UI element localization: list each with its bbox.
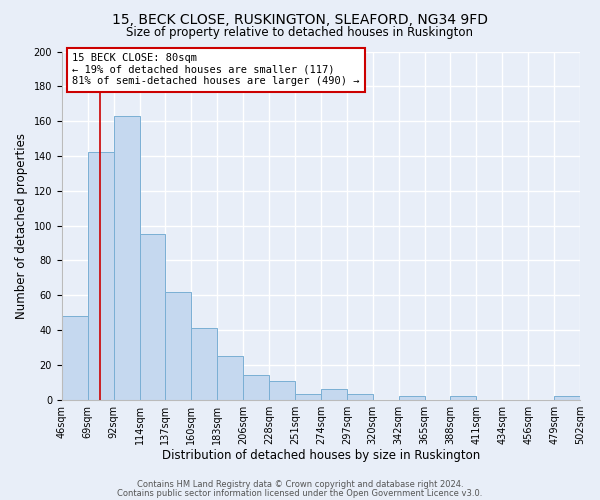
- Text: 15 BECK CLOSE: 80sqm
← 19% of detached houses are smaller (117)
81% of semi-deta: 15 BECK CLOSE: 80sqm ← 19% of detached h…: [72, 53, 359, 86]
- Bar: [321, 390, 347, 400]
- Text: Contains public sector information licensed under the Open Government Licence v3: Contains public sector information licen…: [118, 488, 482, 498]
- Bar: [269, 380, 295, 400]
- X-axis label: Distribution of detached houses by size in Ruskington: Distribution of detached houses by size …: [162, 450, 480, 462]
- Bar: [243, 376, 269, 400]
- Bar: [398, 396, 425, 400]
- Bar: [347, 394, 373, 400]
- Bar: [191, 328, 217, 400]
- Bar: [295, 394, 321, 400]
- Bar: [554, 396, 580, 400]
- Bar: [140, 234, 166, 400]
- Bar: [88, 152, 113, 400]
- Bar: [113, 116, 140, 400]
- Bar: [166, 292, 191, 400]
- Text: Size of property relative to detached houses in Ruskington: Size of property relative to detached ho…: [127, 26, 473, 39]
- Bar: [451, 396, 476, 400]
- Bar: [217, 356, 243, 400]
- Y-axis label: Number of detached properties: Number of detached properties: [15, 132, 28, 318]
- Text: Contains HM Land Registry data © Crown copyright and database right 2024.: Contains HM Land Registry data © Crown c…: [137, 480, 463, 489]
- Bar: [62, 316, 88, 400]
- Text: 15, BECK CLOSE, RUSKINGTON, SLEAFORD, NG34 9FD: 15, BECK CLOSE, RUSKINGTON, SLEAFORD, NG…: [112, 12, 488, 26]
